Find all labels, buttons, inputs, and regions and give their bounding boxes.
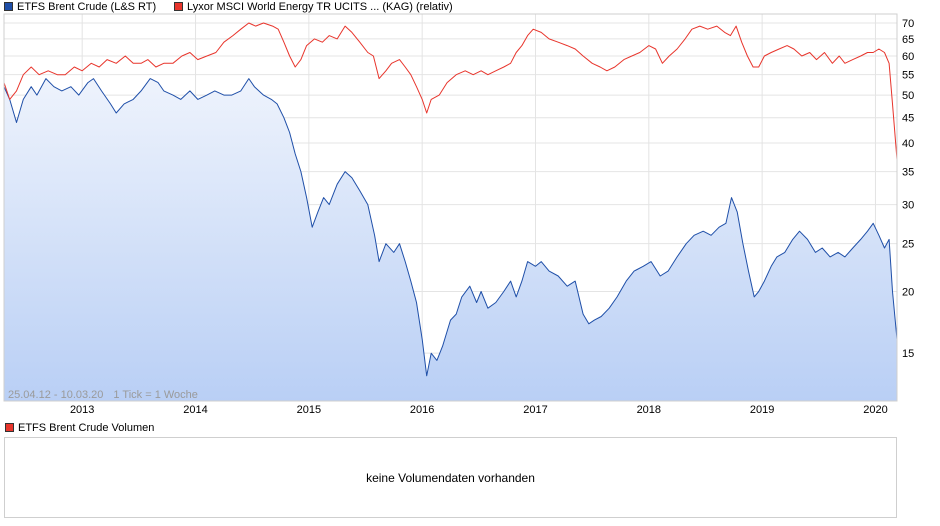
y-tick-label: 15 (902, 348, 914, 360)
x-tick-label: 2016 (410, 404, 434, 416)
y-tick-label: 45 (902, 113, 914, 125)
legend-item-lyxor[interactable]: Lyxor MSCI World Energy TR UCITS ... (KA… (174, 0, 453, 14)
y-axis-ticks: 15 20 25 30 35 40 45 50 55 60 65 70 (902, 18, 914, 360)
y-tick-label: 40 (902, 138, 914, 150)
volume-empty-message: keine Volumendaten vorhanden (366, 471, 535, 485)
x-tick-label: 2014 (183, 404, 207, 416)
plot-border (3, 13, 898, 402)
x-tick-label: 2019 (750, 404, 774, 416)
volume-legend-swatch (5, 423, 14, 432)
y-tick-label: 65 (902, 34, 914, 46)
x-tick-label: 2015 (297, 404, 321, 416)
x-tick-label: 2020 (863, 404, 887, 416)
series-lines (3, 22, 898, 377)
legend-swatch-brent (4, 2, 13, 11)
y-tick-label: 55 (902, 70, 914, 82)
volume-panel: keine Volumendaten vorhanden (4, 437, 897, 518)
series-line-2 (3, 22, 898, 160)
y-tick-label: 70 (902, 18, 914, 30)
legend-label-brent: ETFS Brent Crude (L&S RT) (17, 1, 157, 13)
legend-item-brent[interactable]: ETFS Brent Crude (L&S RT) (4, 0, 156, 14)
x-axis-ticks: 2013 2014 2015 2016 2017 2018 2019 2020 (70, 404, 888, 416)
legend-swatch-lyxor (174, 2, 183, 11)
brent-area-fill (4, 78, 897, 401)
volume-legend[interactable]: ETFS Brent Crude Volumen (5, 421, 154, 435)
series-line-1 (3, 78, 898, 377)
y-tick-label: 25 (902, 239, 914, 251)
y-tick-label: 50 (902, 90, 914, 102)
legend-label-lyxor: Lyxor MSCI World Energy TR UCITS ... (KA… (187, 1, 453, 13)
y-tick-label: 35 (902, 167, 914, 179)
x-tick-label: 2017 (523, 404, 547, 416)
x-tick-label: 2013 (70, 404, 94, 416)
y-tick-label: 30 (902, 200, 914, 212)
y-tick-label: 20 (902, 287, 914, 299)
volume-legend-label: ETFS Brent Crude Volumen (18, 422, 155, 434)
x-tick-label: 2018 (637, 404, 661, 416)
chart-range-text: 25.04.12 - 10.03.20 1 Tick = 1 Woche (8, 389, 198, 401)
y-tick-label: 60 (902, 51, 914, 63)
